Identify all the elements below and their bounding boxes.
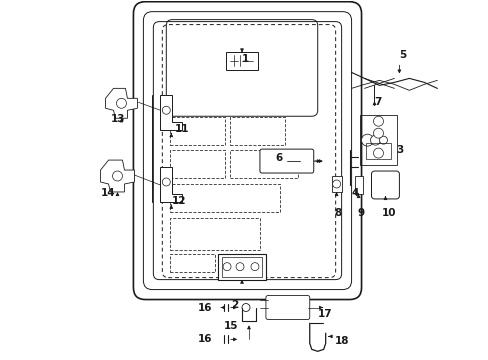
Text: 16: 16: [197, 334, 212, 345]
Circle shape: [116, 98, 126, 108]
Text: 15: 15: [223, 321, 238, 332]
Text: 10: 10: [382, 208, 396, 218]
Bar: [170, 184, 279, 212]
Bar: [354, 176, 362, 194]
Circle shape: [373, 116, 383, 126]
Circle shape: [379, 136, 386, 144]
Bar: [359, 115, 397, 165]
Text: 12: 12: [172, 196, 186, 206]
Polygon shape: [101, 160, 134, 192]
Text: 9: 9: [357, 208, 365, 218]
Circle shape: [223, 263, 230, 271]
Text: 2: 2: [231, 300, 238, 310]
FancyBboxPatch shape: [260, 149, 313, 173]
FancyBboxPatch shape: [371, 171, 399, 199]
Text: 1: 1: [242, 54, 249, 64]
Text: 5: 5: [399, 50, 406, 60]
Circle shape: [112, 171, 122, 181]
Circle shape: [370, 135, 380, 145]
Text: 17: 17: [317, 310, 332, 319]
Bar: [170, 218, 260, 250]
Bar: [222, 257, 262, 276]
Polygon shape: [160, 167, 182, 202]
Circle shape: [162, 178, 170, 186]
Bar: [365, 143, 390, 159]
Text: 8: 8: [333, 208, 341, 218]
Text: 13: 13: [110, 114, 125, 124]
Circle shape: [332, 180, 340, 188]
Bar: [170, 117, 224, 145]
Bar: [170, 254, 215, 272]
Text: 6: 6: [274, 153, 282, 163]
Bar: [225, 53, 258, 71]
Circle shape: [236, 263, 244, 271]
Text: 7: 7: [374, 97, 381, 107]
Bar: [229, 150, 297, 178]
Text: 4: 4: [351, 188, 358, 198]
FancyBboxPatch shape: [265, 296, 309, 319]
Circle shape: [250, 263, 259, 271]
Bar: [229, 117, 285, 145]
Polygon shape: [160, 95, 182, 130]
Text: 14: 14: [101, 188, 115, 198]
Polygon shape: [105, 88, 137, 118]
Bar: [331, 176, 341, 192]
Bar: [170, 150, 224, 178]
Text: 11: 11: [175, 124, 189, 134]
Circle shape: [162, 106, 170, 114]
Text: 16: 16: [197, 302, 212, 312]
Circle shape: [373, 128, 383, 138]
Text: 18: 18: [334, 336, 348, 346]
Text: 3: 3: [396, 145, 403, 155]
Circle shape: [373, 148, 383, 158]
Bar: [218, 254, 265, 280]
Circle shape: [361, 134, 373, 146]
Circle shape: [242, 303, 249, 311]
